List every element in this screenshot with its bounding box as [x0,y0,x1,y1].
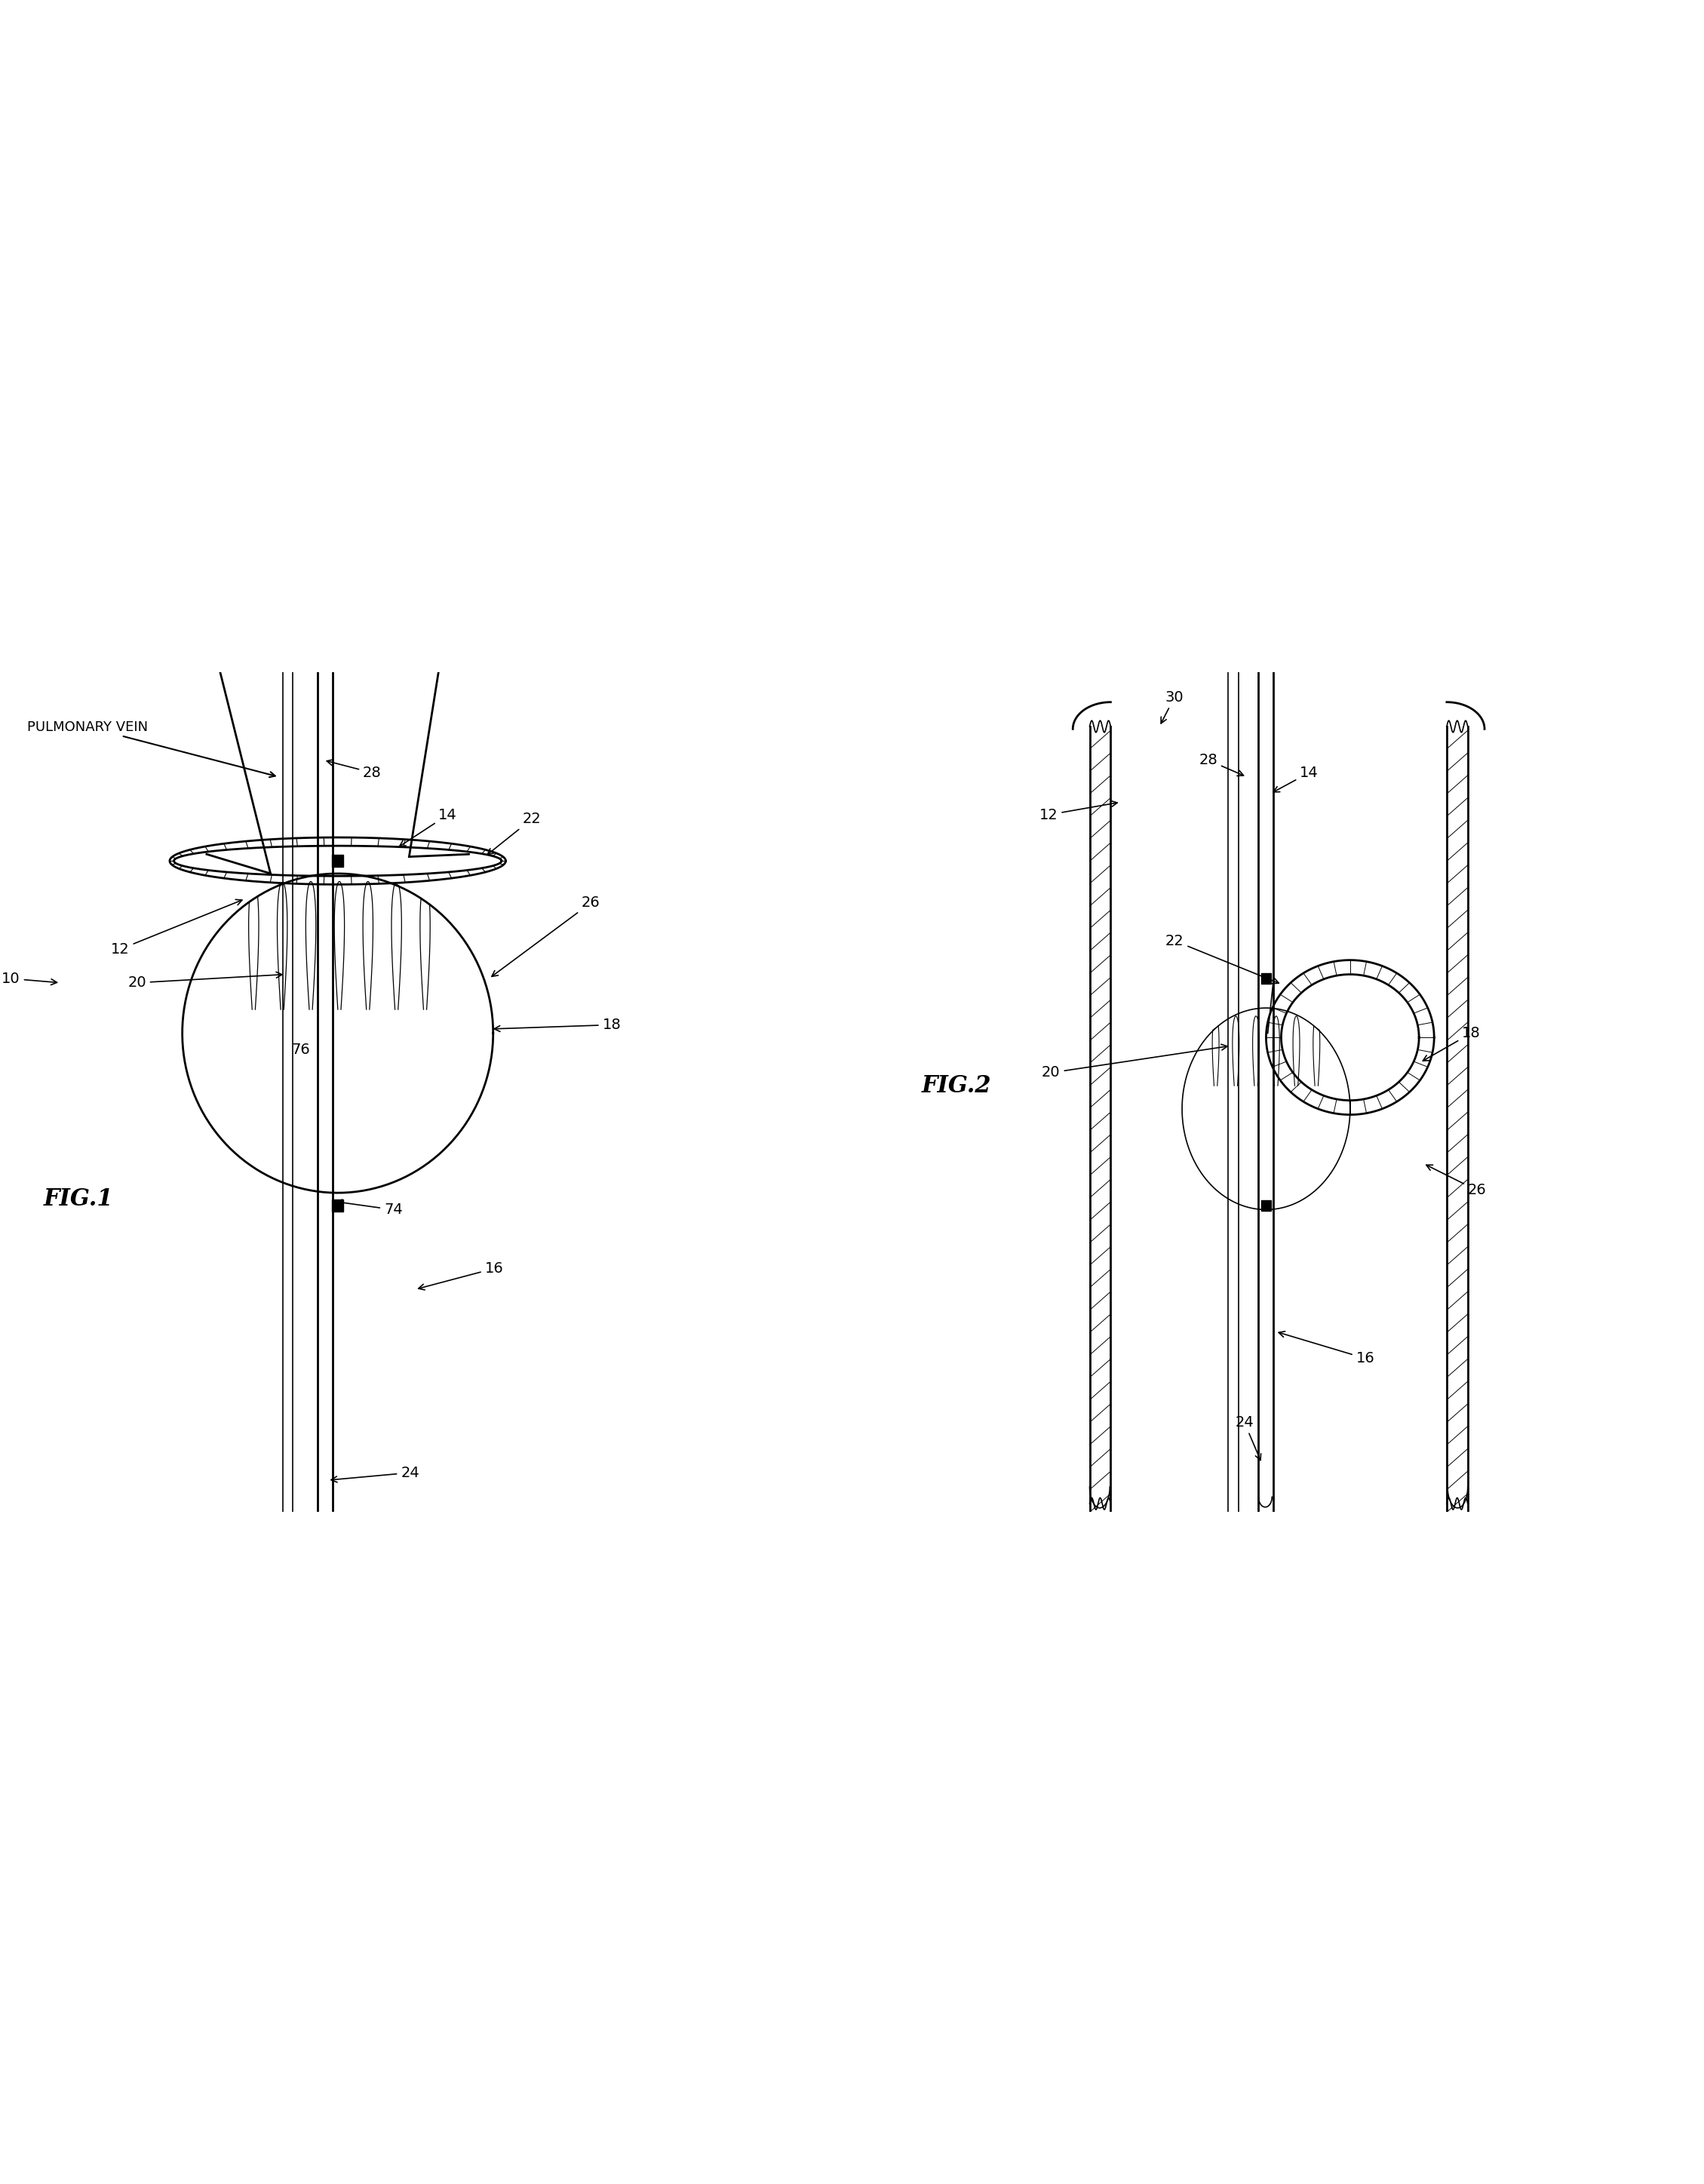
Text: 20: 20 [1041,1044,1227,1079]
Text: 30: 30 [1160,690,1184,723]
Bar [332,1199,344,1212]
Text: 28: 28 [327,760,382,780]
Text: 28: 28 [1200,753,1244,775]
Text: 16: 16 [419,1262,503,1291]
Text: 74: 74 [336,1199,402,1216]
Text: 20: 20 [128,972,283,989]
Text: 24: 24 [331,1465,419,1483]
Text: 10: 10 [2,972,56,985]
Bar [1261,974,1271,983]
Bar [332,856,344,867]
Text: 14: 14 [1273,767,1319,793]
Text: 26: 26 [1426,1164,1486,1197]
Text: 14: 14 [399,808,457,847]
Text: 18: 18 [494,1018,620,1033]
Text: 18: 18 [1423,1026,1481,1061]
Text: 12: 12 [111,900,242,957]
Text: 22: 22 [487,812,542,854]
Text: 26: 26 [492,895,600,976]
Text: FIG.2: FIG.2 [922,1075,992,1096]
Text: 22: 22 [1166,933,1278,983]
Bar [1261,1201,1271,1210]
Text: FIG.1: FIG.1 [44,1188,114,1210]
Text: 24: 24 [1235,1415,1261,1461]
Text: PULMONARY VEIN: PULMONARY VEIN [27,721,274,778]
Text: 76: 76 [291,1044,310,1057]
Text: 12: 12 [1039,802,1118,821]
Text: 16: 16 [1278,1332,1375,1365]
